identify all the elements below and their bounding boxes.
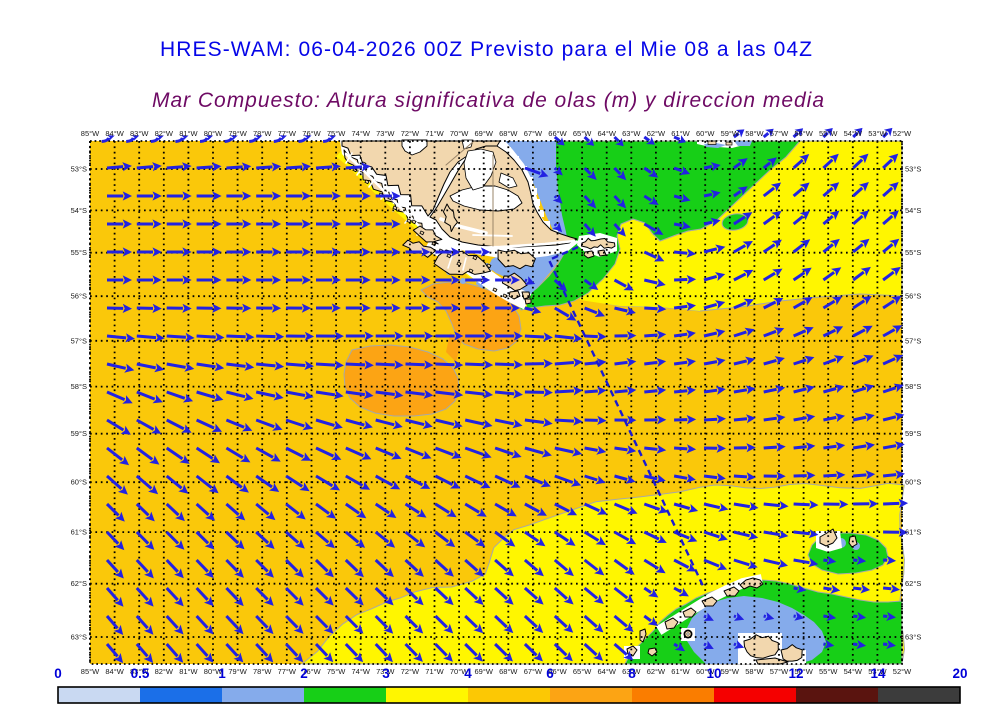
- svg-text:52°W: 52°W: [893, 667, 912, 676]
- svg-text:74°W: 74°W: [351, 129, 370, 138]
- svg-text:77°W: 77°W: [278, 129, 297, 138]
- svg-text:72°W: 72°W: [401, 129, 420, 138]
- svg-text:58°W: 58°W: [745, 129, 764, 138]
- svg-text:56°S: 56°S: [905, 292, 921, 301]
- svg-text:58°S: 58°S: [905, 382, 921, 391]
- svg-text:73°W: 73°W: [376, 129, 395, 138]
- svg-text:68°W: 68°W: [499, 667, 518, 676]
- svg-text:10: 10: [706, 666, 721, 681]
- svg-text:82°W: 82°W: [155, 129, 174, 138]
- svg-text:57°S: 57°S: [71, 336, 87, 345]
- svg-text:67°W: 67°W: [524, 129, 543, 138]
- svg-text:69°W: 69°W: [474, 667, 493, 676]
- svg-text:8: 8: [628, 666, 636, 681]
- svg-text:3: 3: [382, 666, 390, 681]
- svg-text:82°W: 82°W: [155, 667, 174, 676]
- svg-text:60°W: 60°W: [696, 129, 715, 138]
- svg-text:55°W: 55°W: [819, 129, 838, 138]
- svg-text:20: 20: [952, 666, 967, 681]
- svg-text:54°W: 54°W: [844, 129, 863, 138]
- svg-text:14: 14: [870, 666, 886, 681]
- svg-text:85°W: 85°W: [81, 129, 100, 138]
- svg-text:60°S: 60°S: [71, 478, 87, 487]
- svg-text:58°S: 58°S: [71, 382, 87, 391]
- svg-text:68°W: 68°W: [499, 129, 518, 138]
- svg-text:63°W: 63°W: [622, 129, 641, 138]
- svg-text:59°S: 59°S: [905, 429, 921, 438]
- svg-text:60°S: 60°S: [905, 478, 921, 487]
- svg-text:64°W: 64°W: [597, 667, 616, 676]
- svg-text:85°W: 85°W: [81, 667, 100, 676]
- svg-text:57°W: 57°W: [770, 667, 789, 676]
- svg-text:53°S: 53°S: [905, 165, 921, 174]
- svg-text:79°W: 79°W: [228, 129, 247, 138]
- svg-text:55°S: 55°S: [905, 248, 921, 257]
- svg-text:58°W: 58°W: [745, 667, 764, 676]
- svg-text:62°S: 62°S: [905, 579, 921, 588]
- svg-text:78°W: 78°W: [253, 129, 272, 138]
- svg-text:78°W: 78°W: [253, 667, 272, 676]
- svg-text:83°W: 83°W: [130, 129, 149, 138]
- svg-text:76°W: 76°W: [302, 129, 321, 138]
- svg-text:72°W: 72°W: [401, 667, 420, 676]
- svg-text:52°W: 52°W: [893, 129, 912, 138]
- svg-text:53°W: 53°W: [868, 129, 887, 138]
- svg-text:59°S: 59°S: [71, 429, 87, 438]
- svg-text:61°W: 61°W: [671, 129, 690, 138]
- svg-text:HRES-WAM: 06-04-2026 00Z Previ: HRES-WAM: 06-04-2026 00Z Previsto para e…: [160, 38, 812, 61]
- svg-text:79°W: 79°W: [228, 667, 247, 676]
- svg-text:84°W: 84°W: [105, 667, 124, 676]
- svg-text:6: 6: [546, 666, 554, 681]
- svg-text:57°W: 57°W: [770, 129, 789, 138]
- svg-text:81°W: 81°W: [179, 667, 198, 676]
- svg-text:65°W: 65°W: [573, 667, 592, 676]
- svg-text:0: 0: [54, 666, 62, 681]
- svg-text:55°W: 55°W: [819, 667, 838, 676]
- svg-text:54°W: 54°W: [844, 667, 863, 676]
- svg-text:65°W: 65°W: [573, 129, 592, 138]
- svg-text:54°S: 54°S: [905, 206, 921, 215]
- svg-text:59°W: 59°W: [721, 129, 740, 138]
- svg-text:12: 12: [788, 666, 803, 681]
- svg-text:55°S: 55°S: [71, 248, 87, 257]
- svg-text:4: 4: [464, 666, 472, 681]
- svg-text:74°W: 74°W: [351, 667, 370, 676]
- svg-text:61°W: 61°W: [671, 667, 690, 676]
- svg-text:53°S: 53°S: [71, 165, 87, 174]
- svg-text:56°S: 56°S: [71, 292, 87, 301]
- svg-text:61°S: 61°S: [905, 528, 921, 537]
- svg-text:54°S: 54°S: [71, 206, 87, 215]
- svg-text:2: 2: [300, 666, 308, 681]
- svg-text:81°W: 81°W: [179, 129, 198, 138]
- svg-text:66°W: 66°W: [548, 129, 567, 138]
- svg-text:63°S: 63°S: [905, 633, 921, 642]
- svg-text:61°S: 61°S: [71, 528, 87, 537]
- svg-text:Mar Compuesto: Altura signific: Mar Compuesto: Altura significativa de o…: [152, 89, 824, 112]
- svg-text:59°W: 59°W: [721, 667, 740, 676]
- svg-text:56°W: 56°W: [794, 129, 813, 138]
- svg-text:67°W: 67°W: [524, 667, 543, 676]
- svg-text:69°W: 69°W: [474, 129, 493, 138]
- svg-text:75°W: 75°W: [327, 667, 346, 676]
- svg-text:62°W: 62°W: [647, 667, 666, 676]
- svg-text:71°W: 71°W: [425, 667, 444, 676]
- svg-text:84°W: 84°W: [105, 129, 124, 138]
- svg-text:80°W: 80°W: [204, 129, 223, 138]
- svg-text:77°W: 77°W: [278, 667, 297, 676]
- svg-text:75°W: 75°W: [327, 129, 346, 138]
- svg-text:71°W: 71°W: [425, 129, 444, 138]
- svg-text:57°S: 57°S: [905, 336, 921, 345]
- svg-text:70°W: 70°W: [450, 129, 469, 138]
- svg-text:64°W: 64°W: [597, 129, 616, 138]
- svg-text:0.5: 0.5: [131, 666, 150, 681]
- svg-text:63°S: 63°S: [71, 633, 87, 642]
- svg-text:62°W: 62°W: [647, 129, 666, 138]
- svg-text:62°S: 62°S: [71, 579, 87, 588]
- svg-text:1: 1: [218, 666, 226, 681]
